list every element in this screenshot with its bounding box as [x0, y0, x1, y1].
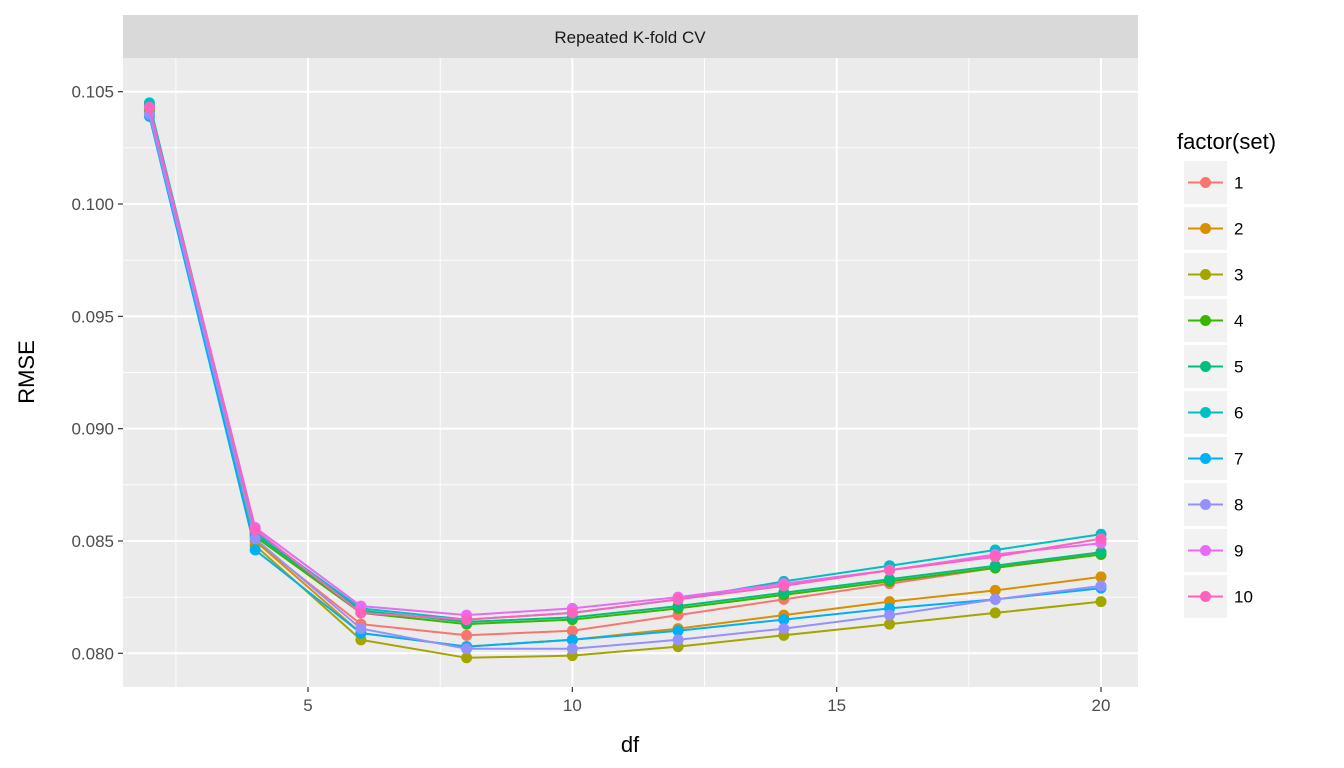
series-10: [143, 101, 1107, 626]
series-line-9: [148, 107, 1102, 617]
series-line-10: [148, 107, 1102, 621]
y-tick-label: 0.090: [71, 420, 114, 439]
data-point: [884, 618, 896, 630]
y-tick-label: 0.100: [71, 195, 114, 214]
legend-item-2: 2: [1184, 207, 1243, 250]
data-point: [566, 607, 578, 619]
data-point: [1095, 571, 1107, 583]
data-point: [884, 564, 896, 576]
legend-label: 3: [1234, 266, 1243, 285]
data-point: [566, 643, 578, 655]
legend-item-10: 10: [1184, 575, 1253, 618]
data-point: [778, 623, 790, 635]
facet-strip: [123, 15, 1138, 58]
data-point: [461, 614, 473, 626]
data-point: [672, 593, 684, 605]
legend-item-5: 5: [1184, 345, 1243, 388]
legend-keys: 1 2 3 4 5 6 7 8 9 10: [1184, 161, 1253, 618]
data-point: [355, 607, 367, 619]
data-point: [989, 607, 1001, 619]
y-axis: 0.080 0.085 0.090 0.095 0.100 0.105: [71, 83, 123, 663]
facet-strip-label: Repeated K-fold CV: [554, 28, 706, 47]
legend-label: 6: [1234, 404, 1243, 423]
y-tick-label: 0.105: [71, 83, 114, 102]
legend-item-8: 8: [1184, 483, 1243, 526]
data-point: [989, 593, 1001, 605]
legend-key-point: [1200, 407, 1211, 418]
series-line-4: [148, 109, 1102, 626]
legend-key-point: [1200, 591, 1211, 602]
data-point: [461, 643, 473, 655]
data-point: [672, 625, 684, 637]
data-point: [778, 580, 790, 592]
legend-label: 5: [1234, 358, 1243, 377]
data-point: [1095, 546, 1107, 558]
legend-label: 8: [1234, 496, 1243, 515]
data-point: [1095, 580, 1107, 592]
y-tick-label: 0.085: [71, 532, 114, 551]
x-tick-label: 5: [303, 696, 312, 715]
data-point: [249, 524, 261, 536]
legend-key-point: [1200, 545, 1211, 556]
series-line-2: [148, 113, 1102, 648]
legend-item-3: 3: [1184, 253, 1243, 296]
data-point: [566, 634, 578, 646]
legend-label: 7: [1234, 450, 1243, 469]
data-point: [1095, 596, 1107, 608]
series-8: [143, 108, 1107, 655]
data-point: [989, 584, 1001, 596]
data-point: [989, 551, 1001, 563]
legend-key-point: [1200, 499, 1211, 510]
data-point: [672, 634, 684, 646]
data-point: [566, 625, 578, 637]
data-point: [143, 101, 155, 113]
legend-key-point: [1200, 453, 1211, 464]
x-tick-label: 20: [1092, 696, 1111, 715]
y-tick-label: 0.095: [71, 307, 114, 326]
legend-item-6: 6: [1184, 391, 1243, 434]
legend-label: 1: [1234, 174, 1243, 193]
legend-item-4: 4: [1184, 299, 1243, 342]
legend-key-point: [1200, 177, 1211, 188]
y-axis-title: RMSE: [14, 340, 39, 404]
x-axis: 5 10 15 20: [303, 687, 1110, 715]
major-gridlines: [123, 58, 1138, 687]
legend-label: 2: [1234, 220, 1243, 239]
legend: factor(set) 1 2 3 4 5 6 7 8 9 10: [1177, 129, 1276, 618]
minor-gridlines: [123, 58, 1138, 687]
legend-key-point: [1200, 315, 1211, 326]
data-point: [461, 629, 473, 641]
legend-label: 4: [1234, 312, 1243, 331]
legend-item-1: 1: [1184, 161, 1243, 204]
data-point: [355, 623, 367, 635]
y-tick-label: 0.080: [71, 644, 114, 663]
series-layer: [143, 97, 1107, 664]
data-point: [1095, 533, 1107, 545]
data-point: [989, 560, 1001, 572]
legend-key-point: [1200, 269, 1211, 280]
data-point: [884, 609, 896, 621]
legend-item-7: 7: [1184, 437, 1243, 480]
series-line-7: [148, 116, 1102, 648]
legend-label: 10: [1234, 588, 1253, 607]
data-point: [461, 652, 473, 664]
legend-title: factor(set): [1177, 129, 1276, 154]
legend-item-9: 9: [1184, 529, 1243, 572]
data-point: [249, 533, 261, 545]
data-point: [884, 573, 896, 585]
series-line-8: [148, 113, 1102, 650]
legend-key-point: [1200, 223, 1211, 234]
data-point: [249, 544, 261, 556]
legend-key-point: [1200, 361, 1211, 372]
data-point: [778, 614, 790, 626]
x-tick-label: 10: [563, 696, 582, 715]
x-axis-title: df: [621, 732, 640, 757]
legend-label: 9: [1234, 542, 1243, 561]
x-tick-label: 15: [827, 696, 846, 715]
